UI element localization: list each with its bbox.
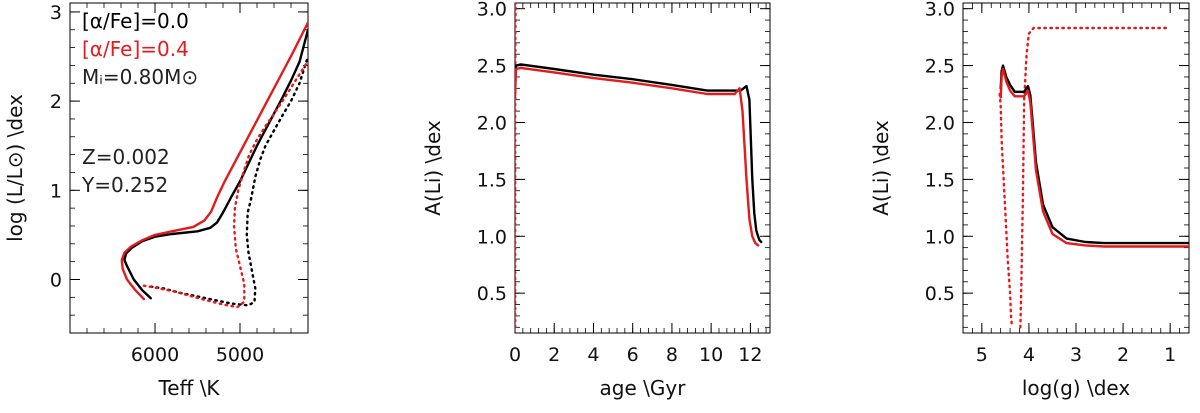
y-tick-label: 2.0 — [477, 112, 507, 134]
x-tick-label: 1 — [1164, 344, 1176, 366]
y-tick-label: 1 — [50, 180, 62, 202]
x-axis-label: age \Gyr — [600, 376, 687, 400]
x-tick-label: 4 — [1023, 344, 1035, 366]
series-line — [999, 64, 1189, 245]
x-tick-label: 2 — [548, 344, 560, 366]
series-line-dotted — [149, 55, 308, 307]
x-axis-label: log(g) \dex — [1022, 376, 1131, 400]
y-tick-label: 1.0 — [925, 226, 955, 248]
y-tick-label: 3.0 — [925, 0, 955, 21]
series-line-dotted — [515, 3, 517, 329]
y-tick-label: 0 — [50, 269, 62, 291]
y-tick-label: 0.5 — [477, 283, 507, 305]
y-tick-label: 2.0 — [925, 112, 955, 134]
lithium-vs-age-panel: 0 2 4 6 8 10 12 0.5 1.0 1.5 2.0 2.5 3.0 age \Gyr A(Li)… — [421, 0, 771, 400]
x-tick-label: 5 — [976, 344, 988, 366]
series-line-dotted — [998, 92, 1014, 329]
series-line — [999, 67, 1189, 248]
y-axis-label: A(Li) \dex — [421, 120, 445, 216]
legend-annotation: [α/Fe]=0.0 — [82, 9, 189, 33]
x-tick-label: 0 — [509, 344, 521, 366]
legend-annotation: Y=0.252 — [81, 173, 168, 197]
x-tick-label: 4 — [587, 344, 599, 366]
y-tick-label: 2 — [50, 91, 62, 113]
y-tick-label: 0.5 — [925, 283, 955, 305]
x-tick-label: 6000 — [131, 344, 179, 366]
plot-frame — [514, 2, 771, 334]
y-tick-label: 3 — [50, 2, 62, 24]
x-tick-label: 12 — [738, 344, 762, 366]
x-tick-label: 2 — [1117, 344, 1129, 366]
y-tick-label: 2.5 — [477, 56, 507, 78]
y-axis-label: log (L/L⊙) \dex — [3, 94, 27, 242]
series-line — [515, 63, 763, 244]
series-line — [515, 66, 760, 247]
x-tick-label: 3 — [1070, 344, 1082, 366]
legend-annotation: Z=0.002 — [82, 145, 170, 169]
x-axis-label: Teff \K — [157, 376, 220, 400]
x-tick-label: 5000 — [216, 344, 264, 366]
y-axis-label: A(Li) \dex — [869, 120, 893, 216]
y-tick-label: 2.5 — [925, 56, 955, 78]
series-line — [120, 21, 308, 301]
series-line-dotted — [1019, 26, 1172, 329]
hr-diagram-panel: 6000 5000 0 1 2 3 Teff \K log (L/L⊙) \dex [α/Fe]… — [3, 2, 309, 400]
y-tick-label: 1.5 — [477, 169, 507, 191]
plot-frame — [962, 2, 1190, 334]
x-tick-label: 6 — [627, 344, 639, 366]
legend-annotation: Mᵢ=0.80M⊙ — [82, 65, 198, 89]
lithium-vs-logg-panel: 5 4 3 2 1 0.5 1.0 1.5 2.0 2.5 3.0 log(g) \dex A(Li) … — [869, 0, 1190, 400]
y-tick-label: 1.5 — [925, 169, 955, 191]
x-tick-label: 8 — [666, 344, 678, 366]
y-tick-label: 1.0 — [477, 226, 507, 248]
legend-annotation: [α/Fe]=0.4 — [82, 37, 189, 61]
y-tick-label: 3.0 — [477, 0, 507, 21]
x-tick-label: 10 — [699, 344, 723, 366]
